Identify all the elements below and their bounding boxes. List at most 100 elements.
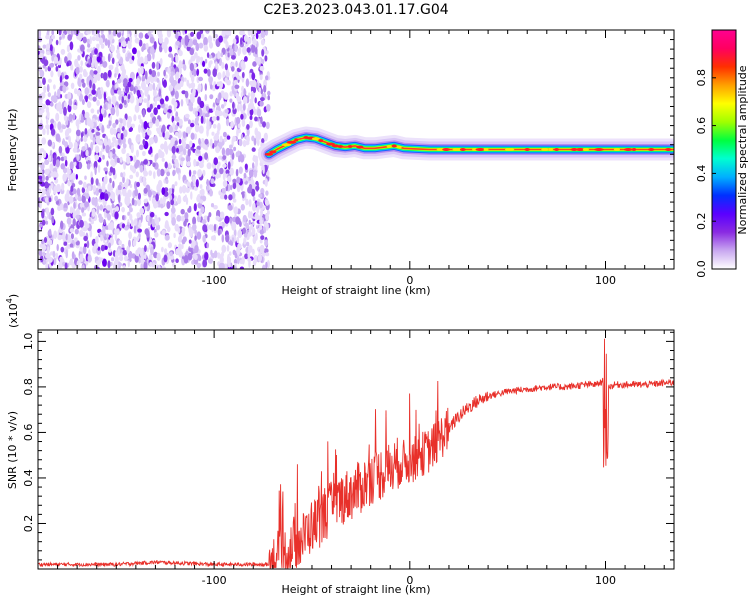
noise-speckle xyxy=(102,55,106,62)
signal-peak xyxy=(594,148,604,151)
noise-speckle xyxy=(157,104,161,110)
noise-speckle xyxy=(52,171,58,178)
signal-band xyxy=(268,136,674,156)
noise-speckle xyxy=(139,119,143,124)
noise-speckle xyxy=(111,136,117,143)
noise-speckle xyxy=(176,214,182,222)
noise-speckle xyxy=(149,103,153,110)
noise-speckle xyxy=(47,246,50,255)
noise-speckle xyxy=(87,254,92,263)
noise-speckle xyxy=(235,92,239,100)
noise-speckle xyxy=(172,169,176,177)
noise-speckle xyxy=(157,188,161,193)
noise-speckle xyxy=(61,33,65,39)
noise-speckle xyxy=(67,233,71,242)
noise-speckle xyxy=(40,181,46,187)
noise-speckle xyxy=(221,187,226,194)
noise-speckle xyxy=(168,162,172,169)
noise-speckle xyxy=(45,34,50,40)
colorbar-tick-label: 0.6 xyxy=(695,117,708,135)
noise-speckle xyxy=(259,244,265,254)
noise-speckle xyxy=(201,219,207,225)
noise-speckle xyxy=(237,48,241,57)
noise-speckle xyxy=(69,161,74,170)
noise-speckle xyxy=(86,30,91,35)
noise-speckle xyxy=(78,32,82,42)
noise-speckle xyxy=(102,154,105,160)
noise-speckle xyxy=(203,68,208,74)
noise-speckle xyxy=(122,250,128,256)
noise-speckle xyxy=(112,122,117,129)
noise-speckle xyxy=(75,66,80,75)
noise-speckle xyxy=(80,44,85,52)
colorbar-tick-label: 0.8 xyxy=(695,69,708,87)
noise-speckle xyxy=(64,159,68,167)
noise-speckle xyxy=(102,258,107,267)
noise-speckle xyxy=(213,250,218,259)
noise-speckle xyxy=(175,248,180,256)
noise-speckle xyxy=(50,207,55,216)
noise-speckle xyxy=(239,103,243,112)
noise-speckle xyxy=(113,129,117,136)
noise-speckle xyxy=(51,34,56,40)
snr-ticks: -100 0 100 0.2 0.4 0.6 0.8 1.0 xyxy=(22,330,674,587)
noise-speckle xyxy=(256,206,260,214)
noise-speckle xyxy=(52,250,56,258)
noise-speckle xyxy=(138,32,144,39)
noise-speckle xyxy=(53,257,57,266)
noise-speckle xyxy=(119,118,124,124)
noise-speckle xyxy=(217,228,221,236)
noise-speckle xyxy=(96,73,101,82)
noise-speckle xyxy=(84,175,87,180)
noise-speckle xyxy=(107,102,113,110)
colorbar-label: Normalized spectral amplitude xyxy=(736,65,749,234)
noise-speckle xyxy=(148,83,154,91)
noise-speckle xyxy=(175,71,180,80)
noise-speckle xyxy=(174,195,177,200)
noise-speckle xyxy=(110,107,116,116)
noise-speckle xyxy=(190,132,195,140)
noise-speckle xyxy=(121,206,125,213)
noise-speckle xyxy=(197,202,203,209)
noise-speckle xyxy=(252,155,256,162)
noise-speckle xyxy=(45,43,51,51)
noise-speckle xyxy=(84,243,87,248)
noise-speckle xyxy=(200,142,205,148)
noise-speckle xyxy=(181,238,186,245)
noise-speckle xyxy=(133,87,136,95)
noise-speckle xyxy=(209,138,213,148)
signal-peak xyxy=(665,148,672,151)
noise-speckle xyxy=(100,107,105,115)
noise-speckle xyxy=(154,217,157,223)
noise-speckle xyxy=(167,112,171,119)
noise-speckle xyxy=(138,144,144,151)
noise-speckle xyxy=(181,184,187,194)
noise-speckle xyxy=(116,78,122,84)
noise-speckle xyxy=(215,215,220,221)
noise-speckle xyxy=(112,180,115,189)
noise-speckle xyxy=(204,251,209,261)
snr-multiplier-exp: 4 xyxy=(5,298,14,303)
noise-speckle xyxy=(228,204,233,211)
noise-speckle xyxy=(258,251,262,256)
x-tick-label: -100 xyxy=(202,574,227,587)
noise-speckle xyxy=(259,229,264,235)
noise-speckle xyxy=(178,50,183,57)
noise-speckle xyxy=(74,228,79,235)
noise-speckle xyxy=(77,196,83,202)
noise-speckle xyxy=(173,104,177,112)
noise-speckle xyxy=(198,125,204,134)
noise-speckle xyxy=(148,122,153,129)
noise-speckle xyxy=(183,254,189,264)
noise-speckle xyxy=(129,174,134,179)
signal-peak xyxy=(472,148,477,151)
noise-speckle xyxy=(136,149,139,158)
noise-speckle xyxy=(124,196,128,205)
noise-speckle xyxy=(165,95,169,102)
noise-speckle xyxy=(122,143,127,149)
noise-speckle xyxy=(235,60,238,68)
noise-speckle xyxy=(151,70,157,78)
noise-speckle xyxy=(103,91,107,101)
noise-speckle xyxy=(124,226,129,231)
signal-trace xyxy=(257,126,674,166)
